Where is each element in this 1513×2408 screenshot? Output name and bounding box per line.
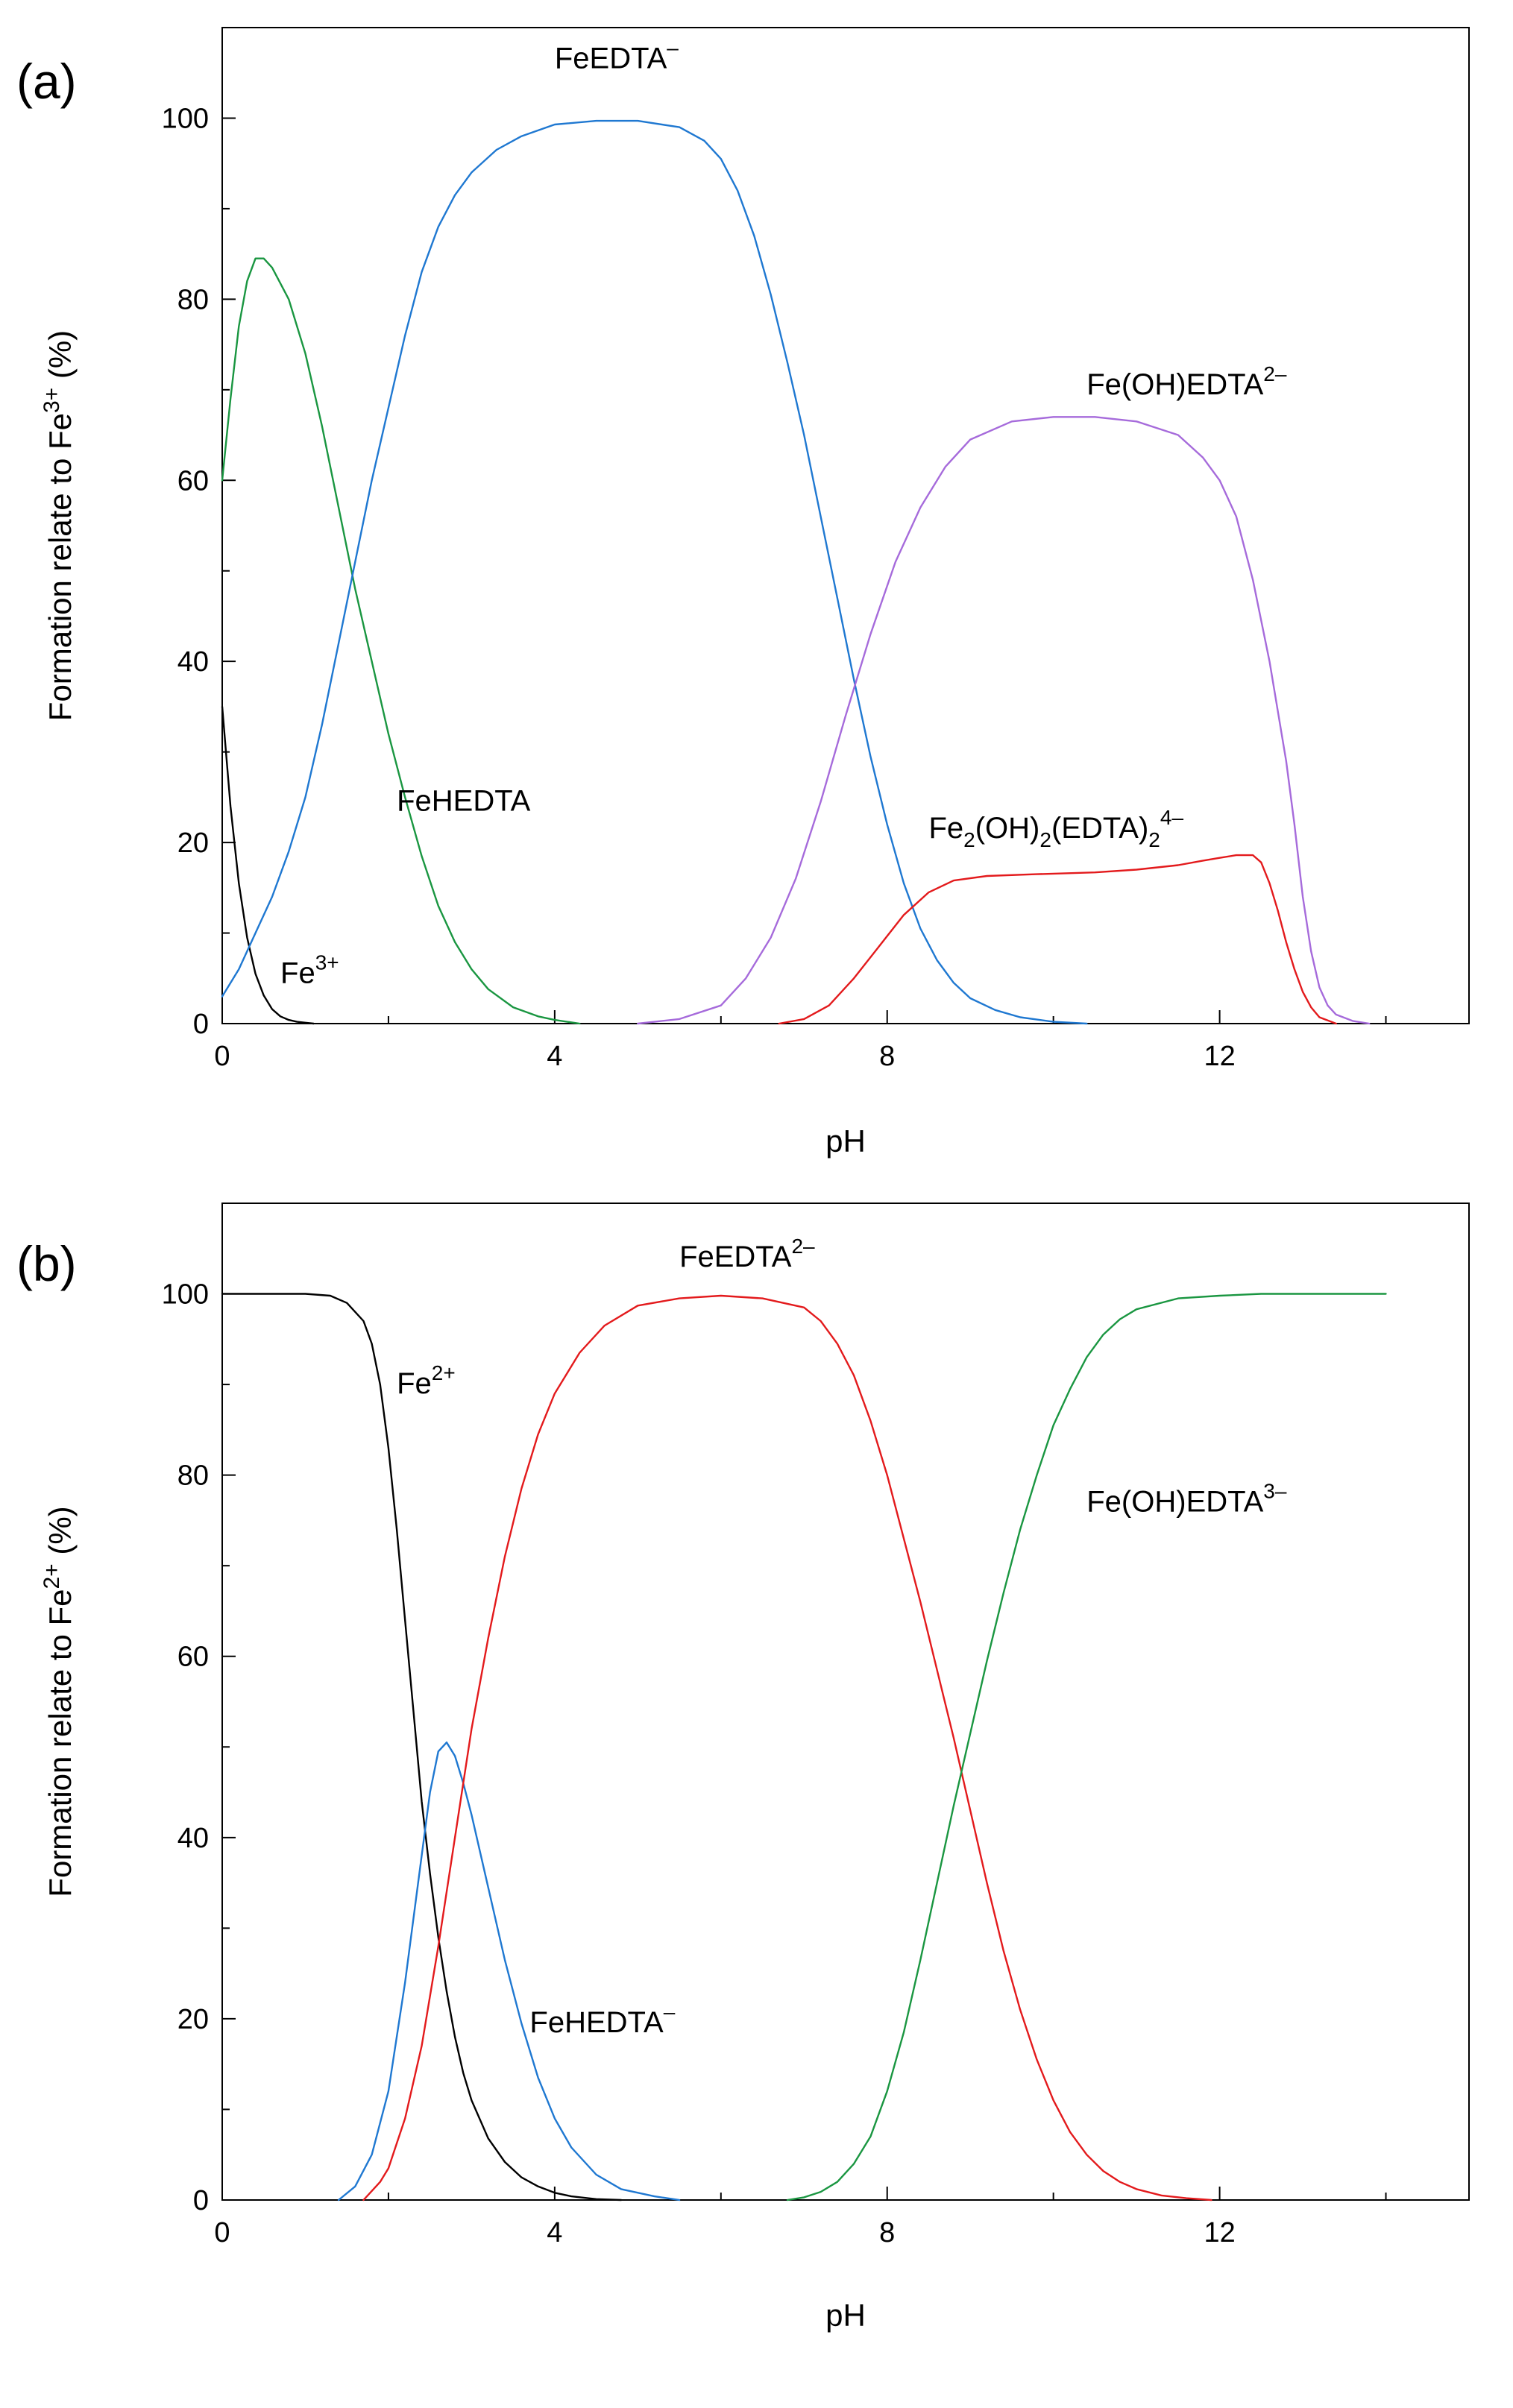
x-tick-label: 0	[214, 2217, 230, 2248]
x-tick-label: 8	[879, 1041, 895, 1072]
plot-frame	[221, 1203, 1470, 2201]
y-tick-label: 80	[177, 284, 209, 315]
panel-label: (a)	[16, 54, 77, 109]
series-line-fe2-oh-2-edta-2-4	[778, 854, 1337, 1025]
y-tick-label: 20	[177, 828, 209, 859]
series-line-fehedta	[221, 257, 581, 1025]
chart-panel-b: 0 4 8 12 0 20 40 60 80 100 pH Formation relate to F…	[16, 1203, 1470, 2333]
series-annotation: Fe(OH)EDTA2–	[1086, 362, 1287, 401]
series-line-fe-oh-edta3	[786, 1293, 1387, 2201]
x-tick-label: 4	[547, 2217, 562, 2248]
series-annotation: FeEDTA–	[555, 37, 679, 75]
chart-panel-a: 0 4 8 12 0 20 40 60 80 100 pH Formation relate to F…	[16, 27, 1470, 1159]
y-tick-label: 60	[177, 1642, 209, 1673]
x-tick-label: 12	[1204, 2217, 1235, 2248]
y-tick-label: 40	[177, 1823, 209, 1854]
x-tick-label: 4	[547, 1041, 562, 1072]
series-line-fe-oh-edta2	[637, 416, 1371, 1025]
x-tick-label: 8	[879, 2217, 895, 2248]
x-axis-title: pH	[825, 2298, 866, 2333]
series-line-feedta2	[362, 1294, 1212, 2201]
series-annotation: Fe(OH)EDTA3–	[1086, 1479, 1287, 1518]
panel-label: (b)	[16, 1236, 77, 1291]
series-annotation: Fe2(OH)2(EDTA)24–	[928, 806, 1183, 851]
series-line-feedta	[221, 119, 1088, 1025]
x-tick-label: 12	[1204, 1041, 1235, 1072]
y-tick-label: 60	[177, 465, 209, 497]
y-axis-title: Formation relate to Fe3+ (%)	[40, 330, 78, 721]
series-line-fe3	[221, 705, 315, 1025]
series-annotation: FeHEDTA–	[529, 2000, 675, 2039]
series-annotation: Fe3+	[280, 951, 339, 989]
series-line-fehedta	[337, 1742, 681, 2201]
y-tick-label: 0	[193, 2185, 209, 2216]
y-tick-label: 100	[162, 103, 209, 134]
y-tick-label: 100	[162, 1279, 209, 1311]
x-tick-label: 0	[214, 1041, 230, 1072]
y-tick-label: 80	[177, 1460, 209, 1492]
x-axis-title: pH	[825, 1123, 866, 1159]
series-annotation: Fe2+	[397, 1361, 456, 1400]
plot-frame	[221, 27, 1470, 1024]
y-tick-label: 0	[193, 1009, 209, 1040]
series-line-fe2	[221, 1293, 623, 2201]
series-annotation: FeEDTA2–	[679, 1235, 815, 1273]
y-tick-label: 20	[177, 2004, 209, 2035]
series-annotation: FeHEDTA	[397, 785, 531, 818]
y-tick-label: 40	[177, 646, 209, 678]
y-axis-title: Formation relate to Fe2+ (%)	[40, 1506, 78, 1897]
